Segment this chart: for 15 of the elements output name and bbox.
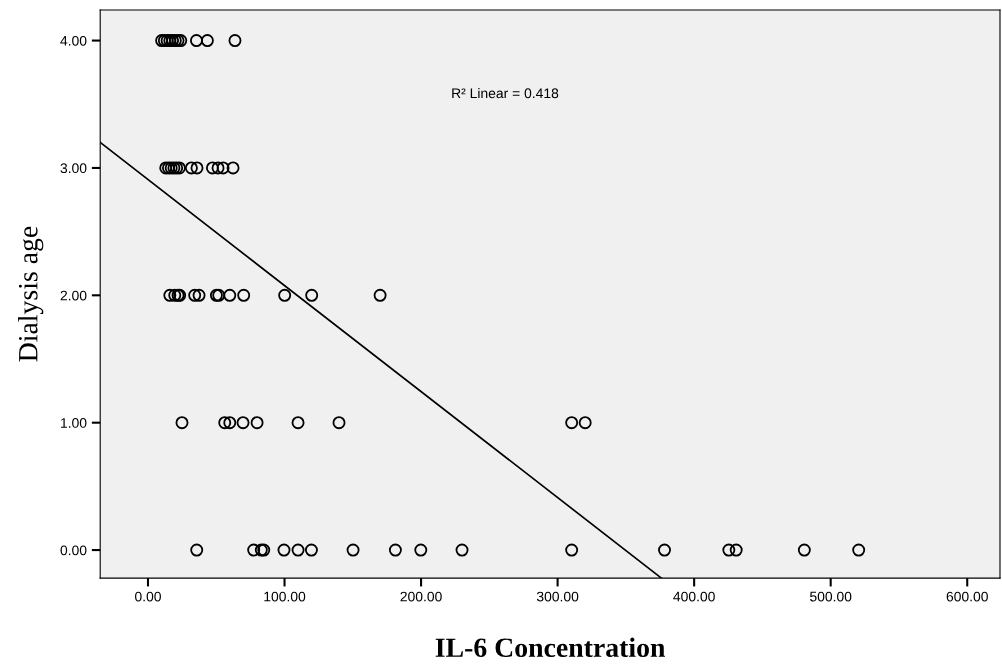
x-tick-label: 600.00 — [946, 591, 988, 602]
x-tick-label: 400.00 — [673, 591, 715, 602]
annotation: R² Linear = 0.418 — [452, 87, 559, 99]
x-tick-label: 100.00 — [264, 591, 306, 602]
y-tick-label: 4.00 — [60, 35, 87, 46]
x-tick-label: 0.00 — [135, 591, 161, 602]
x-axis-title: IL-6 Concentration — [435, 637, 666, 658]
y-tick-label: 2.00 — [60, 290, 87, 301]
x-tick-label: 200.00 — [400, 591, 442, 602]
y-tick-label: 1.00 — [61, 418, 87, 428]
y-tick-label: 0.00 — [60, 545, 87, 556]
y-axis-title: Dialysis age — [18, 226, 44, 362]
x-tick-label: 300.00 — [536, 591, 579, 602]
y-tick-label: 3.00 — [60, 163, 87, 174]
x-tick-label: 500.00 — [810, 591, 852, 602]
